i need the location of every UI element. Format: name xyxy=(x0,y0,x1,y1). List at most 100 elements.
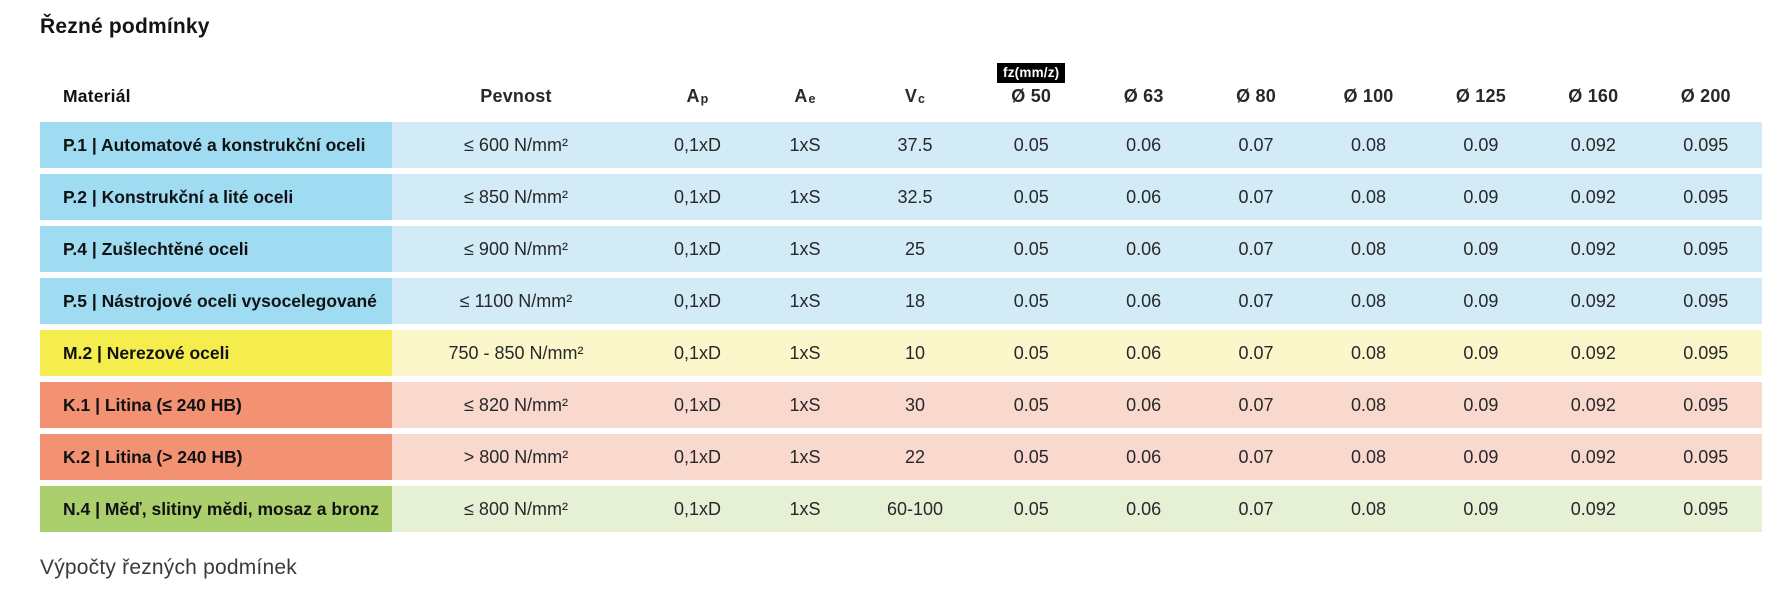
fz-cell: 0.092 xyxy=(1537,382,1650,428)
fz-cell: 0.06 xyxy=(1087,434,1200,480)
fz-cell: 0.092 xyxy=(1537,486,1650,532)
ae-cell: 1xS xyxy=(755,226,855,272)
fz-cell: 0.09 xyxy=(1424,330,1538,376)
fz-cell: 0.09 xyxy=(1424,174,1538,220)
fz-cell: 0.092 xyxy=(1537,278,1650,324)
ap-cell: 0,1xD xyxy=(640,434,755,480)
fz-cell: 0.05 xyxy=(975,434,1088,480)
ae-cell: 1xS xyxy=(755,278,855,324)
section-heading-calculations: Výpočty řezných podmínek xyxy=(40,556,297,579)
ap-subscript: p xyxy=(700,92,709,107)
pevnost-cell: ≤ 900 N/mm² xyxy=(392,226,640,272)
diameter-50-label: Ø 50 xyxy=(1011,86,1052,106)
fz-cell: 0.05 xyxy=(975,330,1088,376)
fz-cell: 0.092 xyxy=(1537,226,1650,272)
fz-cell: 0.07 xyxy=(1199,226,1313,272)
table-row: M.2 | Nerezové oceli 750 - 850 N/mm² 0,1xD… xyxy=(40,330,1762,376)
ae-cell: 1xS xyxy=(755,382,855,428)
fz-cell: 0.09 xyxy=(1424,278,1538,324)
col-header-pevnost: Pevnost xyxy=(480,86,552,106)
table-body: P.1 | Automatové a konstrukční oceli ≤ 60… xyxy=(40,122,1762,532)
ap-symbol: A xyxy=(686,86,700,106)
ae-cell: 1xS xyxy=(755,122,855,168)
vc-cell: 37.5 xyxy=(855,122,975,168)
table-row: N.4 | Měď, slitiny mědi, mosaz a bronz ≤ … xyxy=(40,486,1762,532)
vc-cell: 60-100 xyxy=(855,486,975,532)
col-header-diameter-50: fz(mm/z) Ø 50 xyxy=(975,62,1087,108)
fz-cell: 0.092 xyxy=(1537,434,1650,480)
fz-cell: 0.09 xyxy=(1424,122,1538,168)
col-header-diameter-125: Ø 125 xyxy=(1455,86,1506,106)
ae-symbol: A xyxy=(794,86,808,106)
col-header-diameter-200: Ø 200 xyxy=(1680,86,1731,106)
fz-cell: 0.095 xyxy=(1649,278,1762,324)
ae-cell: 1xS xyxy=(755,434,855,480)
fz-cell: 0.06 xyxy=(1087,486,1200,532)
fz-cell: 0.095 xyxy=(1649,122,1762,168)
material-cell: N.4 | Měď, slitiny mědi, mosaz a bronz xyxy=(40,486,392,532)
fz-cell: 0.06 xyxy=(1087,330,1200,376)
ap-cell: 0,1xD xyxy=(640,278,755,324)
fz-cell: 0.06 xyxy=(1087,382,1200,428)
fz-cell: 0.08 xyxy=(1312,278,1425,324)
ap-cell: 0,1xD xyxy=(640,382,755,428)
material-cell: P.5 | Nástrojové oceli vysocelegované xyxy=(40,278,392,324)
table-row: P.1 | Automatové a konstrukční oceli ≤ 60… xyxy=(40,122,1762,168)
pevnost-cell: ≤ 820 N/mm² xyxy=(392,382,640,428)
table-row: P.4 | Zušlechtěné oceli ≤ 900 N/mm² 0,1xD 1… xyxy=(40,226,1762,272)
fz-cell: 0.095 xyxy=(1649,434,1762,480)
fz-cell: 0.07 xyxy=(1199,330,1313,376)
fz-cell: 0.06 xyxy=(1087,122,1200,168)
fz-cell: 0.06 xyxy=(1087,226,1200,272)
fz-cell: 0.09 xyxy=(1424,434,1538,480)
fz-cell: 0.08 xyxy=(1312,486,1425,532)
vc-subscript: c xyxy=(918,92,926,107)
fz-cell: 0.09 xyxy=(1424,382,1538,428)
col-header-diameter-80: Ø 80 xyxy=(1236,86,1276,106)
page-title: Řezné podmínky xyxy=(40,15,210,38)
ap-cell: 0,1xD xyxy=(640,122,755,168)
fz-cell: 0.092 xyxy=(1537,122,1650,168)
vc-symbol: V xyxy=(904,86,918,106)
table-row: P.5 | Nástrojové oceli vysocelegované ≤ 1… xyxy=(40,278,1762,324)
ap-cell: 0,1xD xyxy=(640,226,755,272)
fz-cell: 0.09 xyxy=(1424,486,1538,532)
fz-cell: 0.095 xyxy=(1649,486,1762,532)
fz-cell: 0.095 xyxy=(1649,226,1762,272)
fz-cell: 0.07 xyxy=(1199,122,1313,168)
fz-cell: 0.092 xyxy=(1537,174,1650,220)
table-row: P.2 | Konstrukční a lité oceli ≤ 850 N/mm… xyxy=(40,174,1762,220)
fz-cell: 0.07 xyxy=(1199,486,1313,532)
vc-cell: 32.5 xyxy=(855,174,975,220)
vc-cell: 30 xyxy=(855,382,975,428)
fz-cell: 0.05 xyxy=(975,122,1088,168)
fz-unit-badge: fz(mm/z) xyxy=(997,62,1066,83)
fz-cell: 0.07 xyxy=(1199,382,1313,428)
fz-cell: 0.095 xyxy=(1649,382,1762,428)
fz-cell: 0.05 xyxy=(975,174,1088,220)
fz-cell: 0.08 xyxy=(1312,174,1425,220)
ap-cell: 0,1xD xyxy=(640,486,755,532)
material-cell: K.1 | Litina (≤ 240 HB) xyxy=(40,382,392,428)
fz-cell: 0.05 xyxy=(975,278,1088,324)
fz-cell: 0.08 xyxy=(1312,434,1425,480)
fz-cell: 0.092 xyxy=(1537,330,1650,376)
fz-cell: 0.08 xyxy=(1312,330,1425,376)
material-cell: M.2 | Nerezové oceli xyxy=(40,330,392,376)
fz-cell: 0.07 xyxy=(1199,278,1313,324)
vc-cell: 22 xyxy=(855,434,975,480)
material-cell: K.2 | Litina (> 240 HB) xyxy=(40,434,392,480)
col-header-diameter-63: Ø 63 xyxy=(1123,86,1164,106)
fz-cell: 0.05 xyxy=(975,486,1088,532)
fz-cell: 0.08 xyxy=(1312,226,1425,272)
fz-cell: 0.08 xyxy=(1312,382,1425,428)
fz-cell: 0.06 xyxy=(1087,278,1200,324)
fz-cell: 0.08 xyxy=(1312,122,1425,168)
vc-cell: 25 xyxy=(855,226,975,272)
ae-cell: 1xS xyxy=(755,174,855,220)
